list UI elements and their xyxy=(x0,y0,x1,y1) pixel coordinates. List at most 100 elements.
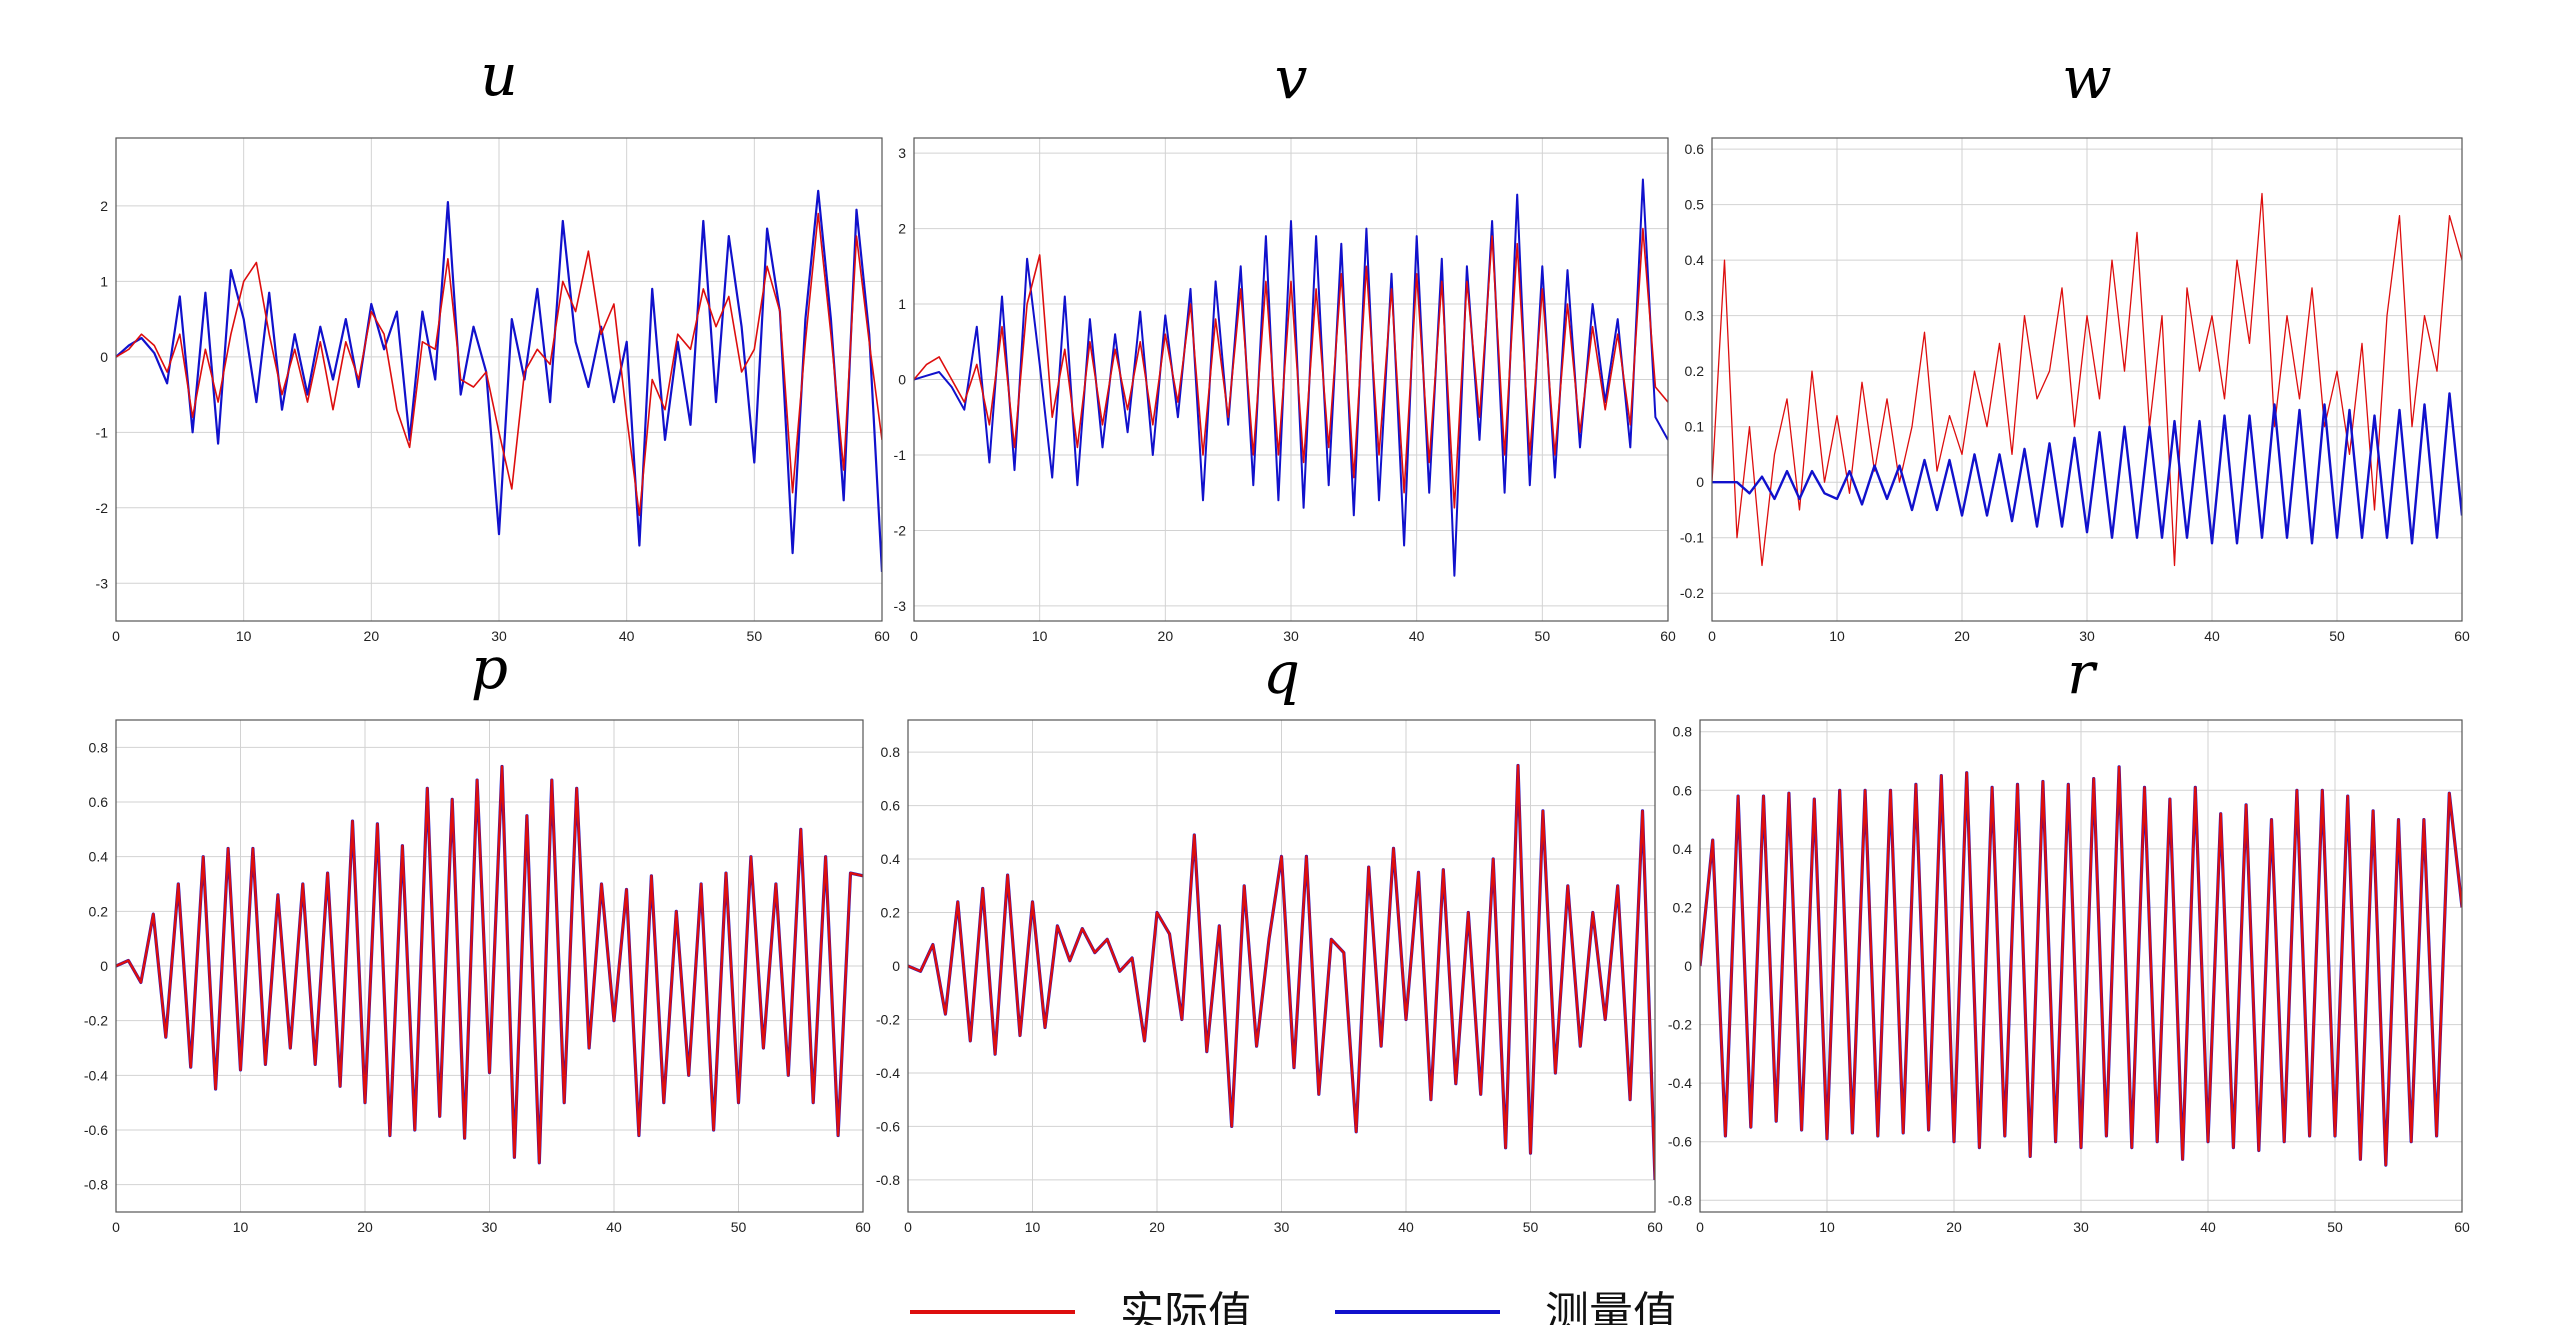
panel-p-title: p xyxy=(471,634,508,702)
panel-w-x-tick-6: 60 xyxy=(2454,628,2470,644)
panel-w-x-tick-0: 0 xyxy=(1708,628,1716,644)
panel-u-y-tick-4: 1 xyxy=(100,273,108,289)
panel-w-series-actual xyxy=(1712,192,2462,567)
panel-v-y-tick-4: 1 xyxy=(898,296,906,312)
panel-u-x-tick-3: 30 xyxy=(491,628,507,644)
panel-r-x-tick-4: 40 xyxy=(2200,1219,2216,1235)
panel-q-y-tick-1: -0.6 xyxy=(876,1118,900,1134)
panel-p-x-tick-6: 60 xyxy=(855,1219,871,1235)
panel-q-x-tick-6: 60 xyxy=(1647,1219,1663,1235)
panel-v-x-tick-4: 40 xyxy=(1409,628,1425,644)
chart-panel-q: q 0 10 20 30 40 50 60 -0.8 -0.6 -0.4 -0.2 0 0.2 0.4 0.6… xyxy=(876,639,1663,1235)
panel-p-y-tick-0: -0.8 xyxy=(84,1177,108,1193)
panel-u-x-tick-4: 40 xyxy=(619,628,635,644)
panel-u-x-tick-0: 0 xyxy=(112,628,120,644)
panel-p-y-tick-5: 0.2 xyxy=(89,903,109,919)
panel-v-y-tick-2: -1 xyxy=(894,447,907,463)
panel-p-x-tick-0: 0 xyxy=(112,1219,120,1235)
panel-p-x-tick-4: 40 xyxy=(606,1219,622,1235)
panel-r-y-tick-1: -0.6 xyxy=(1668,1134,1692,1150)
panel-p-y-tick-1: -0.6 xyxy=(84,1122,108,1138)
panel-r-x-tick-0: 0 xyxy=(1696,1219,1704,1235)
panel-u-series-actual xyxy=(116,212,882,517)
panel-w-frame xyxy=(1711,137,2463,622)
panel-u-y-tick-0: -3 xyxy=(96,575,109,591)
panel-v-y-tick-3: 0 xyxy=(898,372,906,388)
panel-q-y-tick-8: 0.8 xyxy=(881,744,901,760)
panel-p-x-tick-3: 30 xyxy=(482,1219,498,1235)
panel-w-y-tick-2: 0 xyxy=(1696,474,1704,490)
panel-r-title: r xyxy=(2067,639,2098,707)
panel-u-x-tick-1: 10 xyxy=(236,628,252,644)
panel-w-x-tick-3: 30 xyxy=(2079,628,2095,644)
panel-w-y-tick-4: 0.2 xyxy=(1685,363,1705,379)
panel-u-x-tick-6: 60 xyxy=(874,628,890,644)
panel-q-y-tick-2: -0.4 xyxy=(876,1065,900,1081)
panel-v-title: v xyxy=(1275,44,1308,112)
panel-r-y-tick-8: 0.8 xyxy=(1673,724,1693,740)
panel-r-y-tick-0: -0.8 xyxy=(1668,1192,1692,1208)
panel-p-y-tick-7: 0.6 xyxy=(89,794,109,810)
panel-p-y-tick-2: -0.4 xyxy=(84,1067,108,1083)
panel-r-x-tick-2: 20 xyxy=(1946,1219,1962,1235)
panel-p-y-tick-8: 0.8 xyxy=(89,739,109,755)
panel-w-y-tick-8: 0.6 xyxy=(1685,141,1705,157)
panel-w-series-measured xyxy=(1712,392,2462,545)
panel-p-series-actual xyxy=(116,765,863,1165)
chart-panel-v: v 0 10 20 30 40 50 60 -3 -2 -1 0 1 2 3 xyxy=(894,44,1676,644)
legend-label-measured: 测量值 xyxy=(1545,1288,1677,1325)
panel-v-x-tick-6: 60 xyxy=(1660,628,1676,644)
panel-u-y-tick-3: 0 xyxy=(100,349,108,365)
panel-q-series-actual xyxy=(908,764,1655,1180)
panel-v-frame xyxy=(913,137,1669,622)
panel-r-series-actual xyxy=(1700,765,2462,1167)
panel-v-x-tick-2: 20 xyxy=(1158,628,1174,644)
panel-q-y-tick-7: 0.6 xyxy=(881,798,901,814)
panel-w-y-tick-5: 0.3 xyxy=(1685,308,1705,324)
panel-u-title: u xyxy=(480,41,517,109)
panel-p-x-tick-5: 50 xyxy=(731,1219,747,1235)
chart-panel-u: u 0 10 20 30 40 50 60 -3 -2 -1 0 1 2 xyxy=(96,41,890,644)
panel-p-frame xyxy=(115,719,864,1213)
panel-q-y-tick-6: 0.4 xyxy=(881,851,901,867)
panel-u-y-tick-2: -1 xyxy=(96,424,109,440)
panel-u-y-tick-1: -2 xyxy=(96,500,109,516)
panel-u-x-tick-2: 20 xyxy=(364,628,380,644)
panel-q-x-tick-2: 20 xyxy=(1149,1219,1165,1235)
chart-panel-w: w 0 10 20 30 40 50 60 -0.2 -0.1 0 0.1 0.2 0.3 0.4 0.5 0.… xyxy=(1680,44,2470,644)
panel-v-y-tick-5: 2 xyxy=(898,221,906,237)
panel-w-y-tick-7: 0.5 xyxy=(1685,197,1705,213)
panel-r-y-tick-4: 0 xyxy=(1684,958,1692,974)
panel-q-title: q xyxy=(1263,639,1300,707)
panel-v-y-tick-6: 3 xyxy=(898,145,906,161)
panel-p-x-tick-1: 10 xyxy=(233,1219,249,1235)
panel-r-y-tick-7: 0.6 xyxy=(1673,782,1693,798)
panel-r-x-tick-3: 30 xyxy=(2073,1219,2089,1235)
panel-u-x-tick-5: 50 xyxy=(747,628,763,644)
panel-q-x-tick-1: 10 xyxy=(1025,1219,1041,1235)
panel-p-y-tick-6: 0.4 xyxy=(89,849,109,865)
panel-p-y-tick-3: -0.2 xyxy=(84,1013,108,1029)
panel-q-frame xyxy=(907,719,1656,1213)
chart-panel-p: p 0 10 20 30 40 50 60 -0.8 -0.6 -0.4 -0.2 0 0.2 0.4 0.6… xyxy=(84,634,871,1235)
panel-q-y-tick-4: 0 xyxy=(892,958,900,974)
panel-v-y-tick-1: -2 xyxy=(894,522,907,538)
panel-w-y-tick-3: 0.1 xyxy=(1685,419,1705,435)
panel-w-x-tick-1: 10 xyxy=(1829,628,1845,644)
panel-p-x-tick-2: 20 xyxy=(357,1219,373,1235)
panel-v-x-tick-3: 30 xyxy=(1283,628,1299,644)
panel-w-y-tick-0: -0.2 xyxy=(1680,585,1704,601)
panel-q-y-tick-5: 0.2 xyxy=(881,905,901,921)
panel-u-y-tick-5: 2 xyxy=(100,198,108,214)
panel-q-y-tick-0: -0.8 xyxy=(876,1172,900,1188)
panel-r-y-tick-2: -0.4 xyxy=(1668,1075,1692,1091)
panel-r-x-tick-1: 10 xyxy=(1819,1219,1835,1235)
panel-v-x-tick-5: 50 xyxy=(1535,628,1551,644)
panel-q-x-tick-3: 30 xyxy=(1274,1219,1290,1235)
chart-panel-r: r 0 10 20 30 40 50 60 -0.8 -0.6 -0.4 -0.2 0 0.2 0.4 0.6… xyxy=(1668,639,2470,1235)
panel-q-x-tick-0: 0 xyxy=(904,1219,912,1235)
legend-label-actual: 实际值 xyxy=(1120,1288,1252,1325)
panel-p-y-tick-4: 0 xyxy=(100,958,108,974)
panel-v-x-tick-1: 10 xyxy=(1032,628,1048,644)
